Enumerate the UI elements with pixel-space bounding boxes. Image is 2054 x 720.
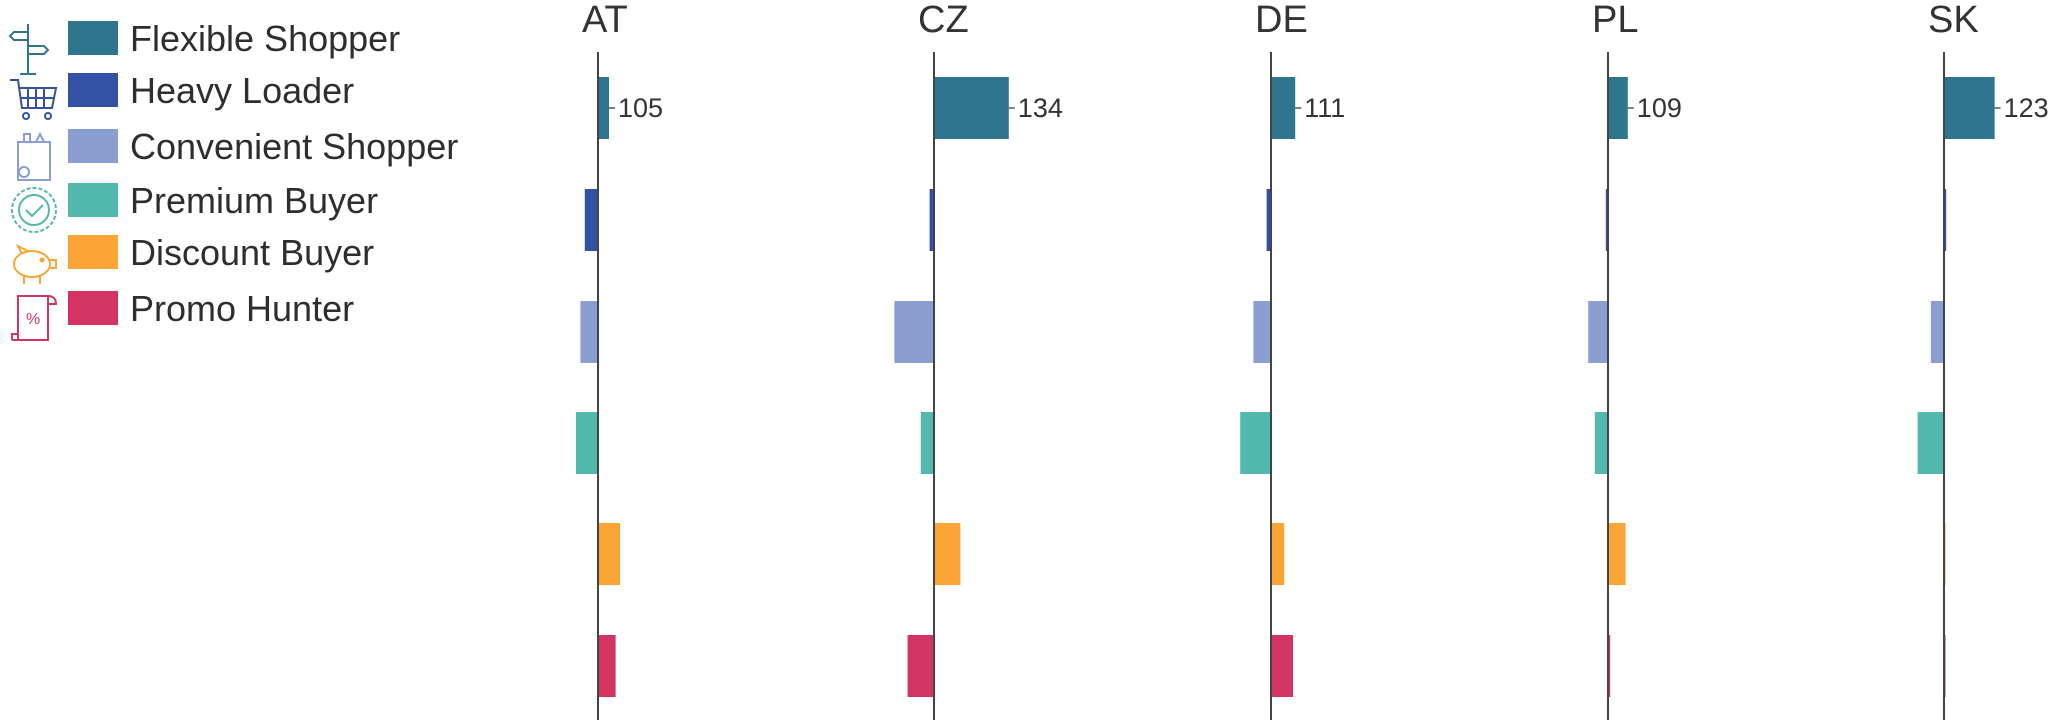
bar-at-1 <box>584 189 598 251</box>
value-label: 105 <box>618 93 663 123</box>
piggy-bank-icon <box>6 234 62 290</box>
legend-label: Convenient Shopper <box>130 126 459 167</box>
svg-text:%: % <box>26 311 40 328</box>
legend-swatch <box>68 73 118 107</box>
legend-label: Flexible Shopper <box>130 18 401 59</box>
bar-at-2 <box>580 301 598 363</box>
legend: Flexible Shopper Heavy Loader Convenient S… <box>0 0 560 360</box>
bar-cz-1 <box>929 189 934 251</box>
value-label: 109 <box>1637 93 1682 123</box>
panel-de: DE 111 <box>1240 0 1345 720</box>
bar-de-2 <box>1253 301 1271 363</box>
bar-cz-3 <box>920 412 934 474</box>
bar-de-0 <box>1271 77 1296 139</box>
bar-cz-4 <box>934 523 961 585</box>
legend-swatch <box>68 183 118 217</box>
bar-de-1 <box>1266 189 1271 251</box>
value-label: 123 <box>2004 93 2049 123</box>
bar-cz-5 <box>907 635 934 697</box>
grocery-bag-icon <box>6 128 62 184</box>
legend-label: Discount Buyer <box>130 232 375 273</box>
panel-title: AT <box>582 0 628 41</box>
bar-pl-1 <box>1605 189 1608 251</box>
bar-sk-1 <box>1944 189 1947 251</box>
legend-swatch <box>68 21 118 55</box>
bar-sk-2 <box>1930 301 1944 363</box>
bar-at-5 <box>598 635 616 697</box>
panel-at: AT 105 <box>576 0 663 720</box>
legend-label: Promo Hunter <box>130 288 355 329</box>
legend-swatch <box>68 235 118 269</box>
panel-cz: CZ 134 <box>894 0 1063 720</box>
bar-at-3 <box>576 412 598 474</box>
panel-title: PL <box>1592 0 1638 41</box>
panel-sk: SK 123 <box>1917 0 2049 720</box>
legend-label: Heavy Loader <box>130 70 355 111</box>
panel-pl: PL 109 <box>1588 0 1682 720</box>
bar-at-0 <box>598 77 609 139</box>
bar-sk-3 <box>1917 412 1944 474</box>
bar-sk-0 <box>1944 77 1995 139</box>
bar-de-4 <box>1271 523 1285 585</box>
shopping-cart-icon <box>6 72 62 128</box>
bar-pl-5 <box>1608 635 1611 697</box>
bar-cz-2 <box>894 301 934 363</box>
bar-at-4 <box>598 523 620 585</box>
bar-pl-3 <box>1594 412 1608 474</box>
panel-title: SK <box>1928 0 1979 41</box>
bar-cz-0 <box>934 77 1009 139</box>
panel-title: CZ <box>918 0 969 41</box>
bar-de-3 <box>1240 412 1271 474</box>
bar-de-5 <box>1271 635 1293 697</box>
bar-pl-4 <box>1608 523 1626 585</box>
panel-title: DE <box>1255 0 1308 41</box>
legend-swatch <box>68 129 118 163</box>
badge-check-icon <box>6 182 62 238</box>
legend-label: Premium Buyer <box>130 180 379 221</box>
signpost-icon <box>6 20 62 76</box>
bar-pl-0 <box>1608 77 1628 139</box>
receipt-percent-icon: % <box>6 290 62 346</box>
legend-swatch <box>68 291 118 325</box>
bar-pl-2 <box>1588 301 1608 363</box>
value-label: 134 <box>1018 93 1063 123</box>
value-label: 111 <box>1304 93 1345 123</box>
